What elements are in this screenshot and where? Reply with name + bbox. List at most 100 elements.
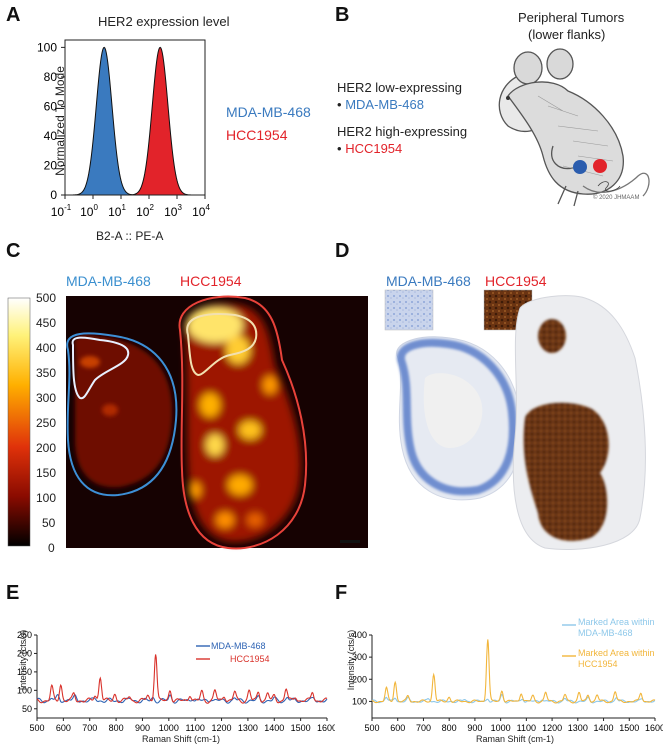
colorbar-tick: 350 bbox=[36, 366, 57, 380]
x-tick-label: 1400 bbox=[594, 723, 614, 733]
y-tick-label: 200 bbox=[352, 674, 367, 684]
x-tick-label: 500 bbox=[29, 723, 44, 733]
colorbar-tick: 250 bbox=[36, 416, 57, 430]
low-expressing-heading: HER2 low-expressing bbox=[337, 80, 462, 95]
x-tick-exponent: 1 bbox=[121, 203, 126, 212]
y-tick-label: 20 bbox=[44, 158, 58, 172]
x-tick-label: 1600 bbox=[317, 723, 335, 733]
x-tick-exponent: -1 bbox=[64, 203, 72, 212]
x-tick-exponent: 2 bbox=[149, 203, 154, 212]
x-tick-label: 900 bbox=[467, 723, 482, 733]
panel-label-d: D bbox=[335, 240, 350, 262]
x-tick-label: 1400 bbox=[264, 723, 284, 733]
colorbar-tick: 50 bbox=[42, 516, 56, 530]
x-tick-label: 103 bbox=[164, 203, 182, 219]
x-tick-label: 1300 bbox=[238, 723, 258, 733]
histogram-frame bbox=[64, 39, 206, 196]
x-tick-label: 1100 bbox=[517, 723, 536, 733]
y-tick-label: 100 bbox=[37, 40, 57, 54]
panel-label-a: A bbox=[6, 4, 21, 26]
colorbar-tick: 100 bbox=[36, 491, 57, 505]
illustration-signature: © 2020 JHMAAM bbox=[593, 195, 640, 201]
y-tick-label: 400 bbox=[352, 630, 367, 640]
panel-label-f: F bbox=[335, 582, 348, 604]
histogram-series-hcc1954 bbox=[65, 46, 205, 196]
histogram-series-mda-mb-468 bbox=[65, 46, 205, 196]
low-item-text: MDA-MB-468 bbox=[345, 97, 424, 112]
x-tick-label: 1200 bbox=[542, 723, 562, 733]
raman-spectrum-chart-f: 100 200 300 400 500 600 700 800 900 1000 1100 1200 1… bbox=[352, 624, 663, 733]
panel-label-e: E bbox=[6, 582, 20, 604]
spectrum-plot-e: 50 100 150 200 250 500 600 700 800 900 1000 1100 120… bbox=[17, 630, 335, 733]
y-tick-label: 80 bbox=[44, 70, 58, 84]
y-tick-label: 50 bbox=[22, 704, 32, 714]
mda-mb-468-outline bbox=[66, 332, 178, 497]
histogram-title: HER2 expression level bbox=[98, 14, 230, 29]
y-tick-label: 250 bbox=[17, 630, 32, 640]
histogram-x-axis-title: B2-A :: PE-A bbox=[96, 229, 164, 243]
colorbar-tick: 300 bbox=[36, 391, 57, 405]
x-tick-label: 102 bbox=[136, 203, 154, 219]
x-tick-label: 800 bbox=[109, 723, 124, 733]
legend-hcc1954: HCC1954 bbox=[226, 127, 288, 143]
hcc-marked-area-outline bbox=[186, 313, 258, 377]
x-tick-label: 600 bbox=[390, 723, 405, 733]
spectrum-series-1 bbox=[371, 639, 656, 704]
x-tick-label: 700 bbox=[416, 723, 431, 733]
mda-section-core bbox=[423, 373, 483, 448]
y-tick-label: 150 bbox=[17, 667, 32, 677]
legend-mda-mb-468: MDA-MB-468 bbox=[226, 104, 311, 120]
legend-e-mda-mb-468: MDA-MB-468 bbox=[211, 641, 266, 651]
x-tick-label: 600 bbox=[56, 723, 71, 733]
bullet: • bbox=[337, 97, 342, 112]
x-tick-label: 104 bbox=[192, 203, 210, 219]
red-tumor-marker bbox=[593, 159, 607, 173]
colorbar-tick: 0 bbox=[48, 541, 55, 555]
x-tick-exponent: 4 bbox=[205, 203, 210, 212]
colorbar-tick: 150 bbox=[36, 466, 57, 480]
heatmap-label-right: HCC1954 bbox=[180, 273, 242, 289]
blue-tumor-marker bbox=[573, 160, 587, 174]
x-tick-label: 500 bbox=[364, 723, 379, 733]
spectrum-plot-f: 100 200 300 400 500 600 700 800 900 1000 1100 1200 1… bbox=[352, 624, 663, 733]
scale-bar bbox=[340, 540, 360, 543]
ihc-stained-sections bbox=[384, 289, 646, 550]
heatmap-label-left: MDA-MB-468 bbox=[66, 273, 151, 289]
x-tick-label: 1500 bbox=[619, 723, 639, 733]
ihc-label-left: MDA-MB-468 bbox=[386, 273, 471, 289]
colorbar-tick: 500 bbox=[36, 291, 57, 305]
x-tick-label: 1300 bbox=[568, 723, 588, 733]
legend-e-hcc1954: HCC1954 bbox=[230, 654, 270, 664]
x-tick-label: 1200 bbox=[212, 723, 232, 733]
x-tick-label: 1000 bbox=[491, 723, 511, 733]
x-axis-title-f: Raman Shift (cm-1) bbox=[476, 734, 555, 744]
x-tick-label: 900 bbox=[135, 723, 150, 733]
raman-heatmap bbox=[7, 295, 368, 550]
colorbar-tick: 450 bbox=[36, 316, 57, 330]
y-tick-label: 40 bbox=[44, 129, 58, 143]
y-tick-label: 0 bbox=[50, 188, 57, 202]
colorbar-tick: 400 bbox=[36, 341, 57, 355]
x-tick-label: 1600 bbox=[645, 723, 663, 733]
mouse-illustration bbox=[498, 48, 650, 207]
y-tick-label: 100 bbox=[352, 696, 367, 706]
x-tick-label: 800 bbox=[442, 723, 457, 733]
y-tick-label: 60 bbox=[44, 99, 58, 113]
legend-f-hcc-line1: Marked Area within bbox=[578, 648, 655, 658]
ihc-label-right: HCC1954 bbox=[485, 273, 547, 289]
tumor-site-subtitle: (lower flanks) bbox=[528, 27, 606, 42]
x-tick-label: 700 bbox=[82, 723, 97, 733]
high-expressing-item: • HCC1954 bbox=[337, 141, 402, 156]
low-expressing-item: • MDA-MB-468 bbox=[337, 97, 424, 112]
x-tick-label: 1500 bbox=[291, 723, 311, 733]
mda-marked-area-outline bbox=[71, 336, 130, 400]
mda-inset-thumbnail bbox=[384, 289, 434, 331]
y-tick-label: 300 bbox=[352, 652, 367, 662]
x-tick-exponent: 0 bbox=[93, 203, 98, 212]
legend-f-mda-line1: Marked Area within bbox=[578, 617, 655, 627]
x-tick-label: 1100 bbox=[186, 723, 205, 733]
raman-spectrum-chart-e: 50 100 150 200 250 500 600 700 800 900 1000 1100 120… bbox=[17, 630, 335, 733]
x-tick-label: 1000 bbox=[159, 723, 179, 733]
